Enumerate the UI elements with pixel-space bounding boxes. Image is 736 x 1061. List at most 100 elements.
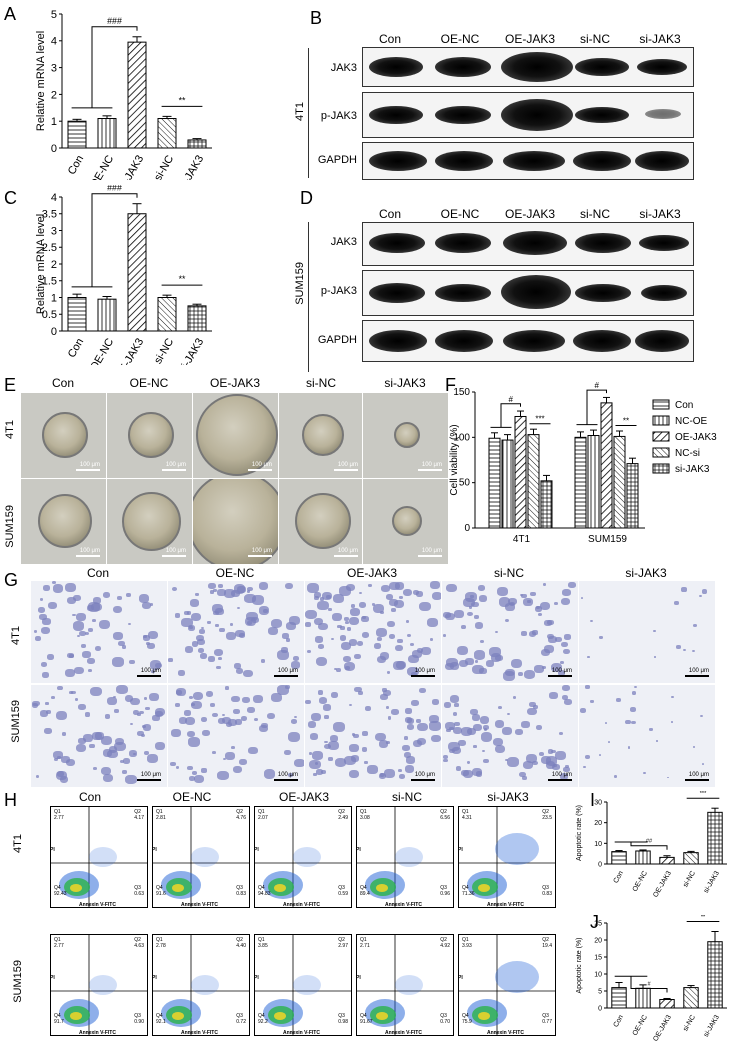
- cell: [418, 687, 426, 694]
- scale-bar: [334, 469, 358, 471]
- cell: [57, 685, 63, 691]
- h-col-4: si-NC: [392, 790, 422, 804]
- cell: [221, 713, 225, 717]
- cell: [448, 742, 460, 752]
- cell: [271, 693, 282, 702]
- cell: [108, 745, 118, 753]
- population: [478, 1012, 490, 1020]
- cell: [276, 650, 289, 660]
- invasion-image: 100 μm: [30, 580, 168, 684]
- cell: [540, 602, 551, 611]
- flow-plot-svg: [255, 807, 351, 907]
- band: [435, 330, 493, 352]
- cell: [452, 712, 458, 716]
- cell: [116, 685, 128, 695]
- cell: [102, 749, 112, 757]
- cell: [482, 749, 486, 753]
- flow-x-label: Annexin V-FITC: [385, 902, 422, 908]
- cell: [666, 776, 669, 779]
- cell: [568, 582, 577, 589]
- cell: [340, 625, 345, 630]
- cell: [555, 750, 566, 760]
- cell: [411, 700, 419, 707]
- quadrant-value: 4.31: [462, 815, 472, 821]
- cell: [56, 771, 65, 778]
- spheroid-image: 100 μm: [192, 392, 279, 479]
- cell: [457, 646, 469, 656]
- flow-plot: Q1 3.93 Q2 19.4 Q3 0.77 Q4 75.9 Annexin V-FITC PI: [458, 934, 556, 1036]
- cell: [170, 761, 176, 767]
- quadrant-name: Q3: [542, 885, 549, 891]
- quadrant-value: 0.77: [542, 1019, 552, 1025]
- spheroid: [121, 491, 181, 551]
- cell: [290, 719, 297, 725]
- e-col-4: si-NC: [306, 376, 336, 390]
- cell: [148, 692, 159, 701]
- cell: [409, 642, 414, 646]
- cell: [534, 665, 544, 673]
- bar: [514, 415, 527, 529]
- cell: [494, 744, 506, 754]
- quadrant-name: Q2: [440, 937, 447, 943]
- spheroid: [128, 412, 174, 458]
- invasion-image: 100 μm: [578, 580, 716, 684]
- cell: [430, 581, 440, 589]
- cell: [225, 752, 235, 760]
- cell: [479, 595, 488, 602]
- scale-bar: [418, 555, 442, 557]
- cell: [561, 694, 569, 700]
- cell: [346, 627, 351, 631]
- band: [635, 151, 689, 171]
- cell: [587, 656, 590, 659]
- cell: [404, 736, 409, 740]
- quadrant-label: Q1 2.81: [156, 809, 166, 821]
- h-row-1: 4T1: [12, 834, 24, 853]
- cell: [318, 622, 328, 631]
- band: [369, 106, 423, 124]
- cell: [643, 771, 647, 775]
- cell: [317, 600, 329, 610]
- flow-plot-svg: [255, 935, 351, 1035]
- blot-b-col-4: si-NC: [580, 32, 610, 46]
- cell: [310, 712, 321, 721]
- sig-bracket: [91, 193, 138, 287]
- cell: [207, 620, 211, 624]
- cell: [470, 709, 478, 716]
- cell: [411, 649, 422, 658]
- bar: [659, 999, 675, 1009]
- cell: [33, 630, 38, 634]
- quadrant-name: Q1: [360, 937, 367, 943]
- cell: [247, 590, 251, 593]
- flow-plot-svg: [51, 807, 147, 907]
- scale-bar: [411, 779, 435, 781]
- cell: [701, 762, 705, 765]
- cell: [538, 613, 543, 617]
- cell: [495, 630, 499, 634]
- y-tick-label: 0: [598, 861, 602, 868]
- scale-bar-label: 100 μm: [551, 772, 572, 778]
- cell: [473, 615, 479, 620]
- cell: [512, 696, 517, 699]
- cell: [444, 702, 452, 709]
- y-tick-label: 20: [594, 820, 602, 827]
- cell: [171, 586, 178, 592]
- cell: [287, 732, 300, 742]
- cell: [466, 761, 470, 765]
- cell: [375, 628, 388, 638]
- x-tick-label: si-JAK3: [703, 870, 721, 894]
- flow-x-label: Annexin V-FITC: [385, 1030, 422, 1036]
- cell: [385, 706, 389, 709]
- cell: [581, 596, 584, 599]
- cell: [349, 639, 358, 646]
- quadrant-label: Q2 4.76: [236, 809, 246, 821]
- cell: [453, 727, 463, 735]
- cell: [235, 629, 246, 638]
- band: [435, 233, 491, 253]
- bar: [611, 851, 627, 865]
- cell: [368, 583, 373, 587]
- y-tick-label: 3.5: [42, 209, 57, 221]
- sig-label: **: [179, 95, 186, 105]
- flow-plot: Q1 2.81 Q2 4.76 Q3 0.83 Q4 91.6 Annexin V-FITC PI: [152, 806, 250, 908]
- cell: [525, 754, 537, 764]
